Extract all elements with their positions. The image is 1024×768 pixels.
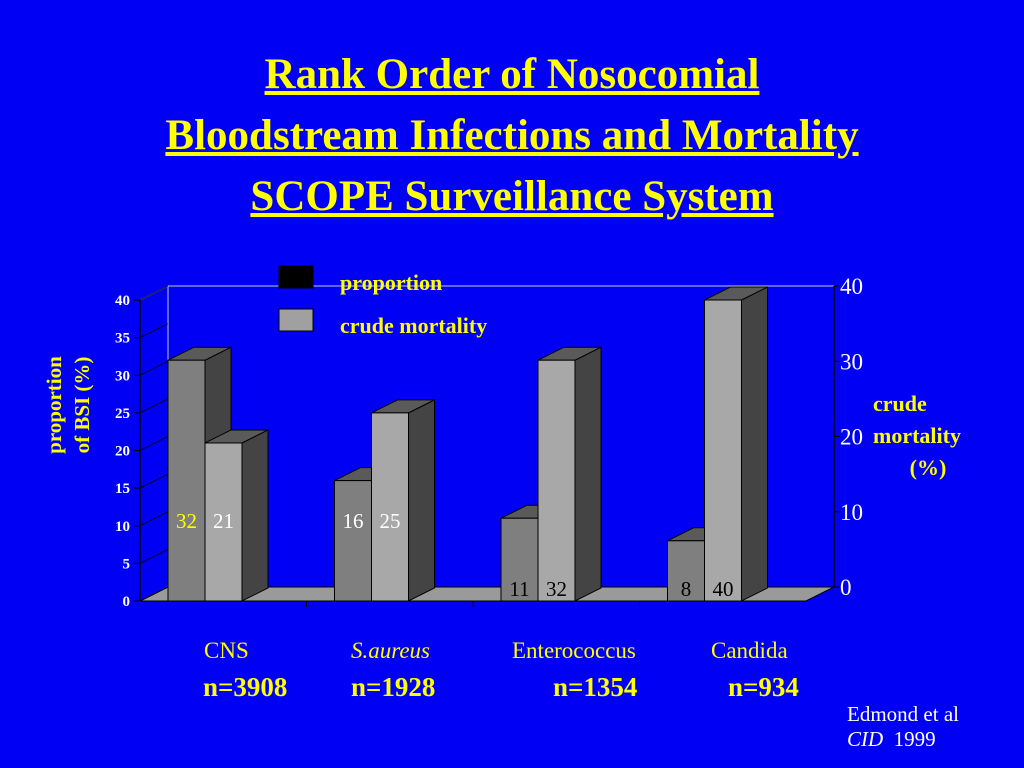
category-label-candida: Candida (711, 638, 788, 663)
bar-mortality-saureus (371, 412, 409, 602)
chart-data-labels: 32 21 16 25 11 32 8 40 (176, 509, 734, 601)
category-count-candida: n=934 (728, 672, 799, 702)
right-tick-label: 30 (840, 349, 863, 374)
left-axis-label-line-2: of BSI (%) (70, 356, 94, 454)
left-tick-label: 25 (115, 406, 130, 422)
right-axis-label-line-1: crude (873, 391, 927, 416)
category-count-enterococcus: n=1354 (553, 672, 638, 702)
category-count-saureus: n=1928 (351, 672, 436, 702)
left-tick-diagonal (139, 586, 169, 602)
left-tick-diagonal (139, 323, 169, 338)
bar-proportion-saureus (334, 480, 372, 602)
right-axis-label-line-3: (%) (909, 455, 947, 480)
left-tick-diagonal (139, 285, 169, 301)
data-label-mortality-cns: 21 (213, 509, 234, 533)
data-label-proportion-cns: 32 (176, 509, 197, 533)
source-year: 1999 (893, 727, 936, 751)
left-tick-diagonal (139, 360, 169, 376)
data-label-mortality-enterococcus: 32 (546, 577, 567, 601)
chart-legend (278, 265, 314, 332)
left-tick-label: 15 (115, 481, 130, 497)
category-label-enterococcus: Enterococcus (512, 638, 636, 663)
title-line-1: Rank Order of Nosocomial (264, 51, 760, 98)
legend-swatch-mortality (278, 308, 314, 332)
left-tick-label: 5 (123, 556, 131, 572)
bar-mortality-candida-side (741, 286, 768, 602)
left-tick-label: 40 (115, 293, 130, 309)
left-axis-label-line-1: proportion (42, 356, 66, 454)
right-axis-label-line-2: mortality (873, 423, 961, 448)
bar-mortality-cns-side (241, 429, 269, 602)
slide-title: Rank Order of Nosocomial Bloodstream Inf… (0, 44, 1024, 227)
chart-ticks: 0 5 10 15 20 25 30 35 40 0 10 20 30 40 (115, 274, 863, 610)
bar-proportion-cns (167, 359, 206, 602)
left-tick-label: 20 (115, 444, 130, 460)
legend-swatch-proportion (278, 265, 314, 289)
right-tick-label: 10 (840, 500, 863, 525)
source-citation: Edmond et al CID 1999 (847, 702, 959, 752)
source-authors: Edmond et al (847, 702, 959, 726)
right-tick-label: 20 (840, 425, 863, 450)
data-label-proportion-candida: 8 (681, 577, 692, 601)
left-tick-label: 0 (123, 594, 131, 610)
right-tick-label: 40 (840, 274, 863, 299)
legend-label-proportion: proportion (340, 270, 443, 295)
left-tick-label: 35 (115, 331, 130, 347)
left-axis-label: proportion of BSI (%) (40, 345, 100, 465)
bar-mortality-candida (704, 299, 742, 602)
left-tick-diagonal (139, 398, 169, 414)
left-tick-diagonal (139, 436, 169, 451)
right-tick-label: 0 (840, 575, 852, 600)
category-label-cns: CNS (204, 638, 249, 663)
bar-proportion-candida (667, 540, 705, 602)
title-line-2: Bloodstream Infections and Mortality (165, 112, 859, 159)
left-tick-label: 30 (115, 368, 130, 384)
bar-mortality-saureus-side (408, 399, 435, 602)
data-label-proportion-saureus: 16 (343, 509, 364, 533)
legend-label-mortality: crude mortality (340, 313, 488, 338)
right-axis-label: crude mortality (%) (868, 388, 988, 484)
source-journal: CID (847, 727, 884, 751)
data-label-proportion-enterococcus: 11 (509, 577, 529, 601)
category-count-cns: n=3908 (203, 672, 288, 702)
bar-mortality-cns (204, 442, 243, 602)
data-label-mortality-saureus: 25 (380, 509, 401, 533)
bar-proportion-enterococcus (500, 517, 539, 602)
left-tick-diagonal (139, 473, 169, 489)
title-line-3: SCOPE Surveillance System (250, 173, 774, 220)
source-journal-line: CID 1999 (847, 727, 959, 752)
bar-mortality-enterococcus (537, 359, 576, 602)
category-label-saureus: S.aureus (351, 638, 431, 663)
chart-bars (167, 286, 768, 602)
data-label-mortality-candida: 40 (713, 577, 734, 601)
left-tick-diagonal (139, 511, 169, 527)
bar-mortality-enterococcus-side (574, 346, 602, 602)
left-tick-diagonal (139, 549, 169, 564)
left-tick-label: 10 (115, 519, 130, 535)
